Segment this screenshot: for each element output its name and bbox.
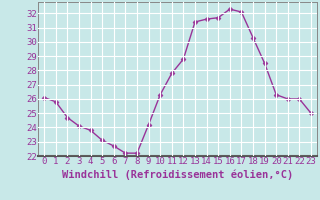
X-axis label: Windchill (Refroidissement éolien,°C): Windchill (Refroidissement éolien,°C) [62, 169, 293, 180]
